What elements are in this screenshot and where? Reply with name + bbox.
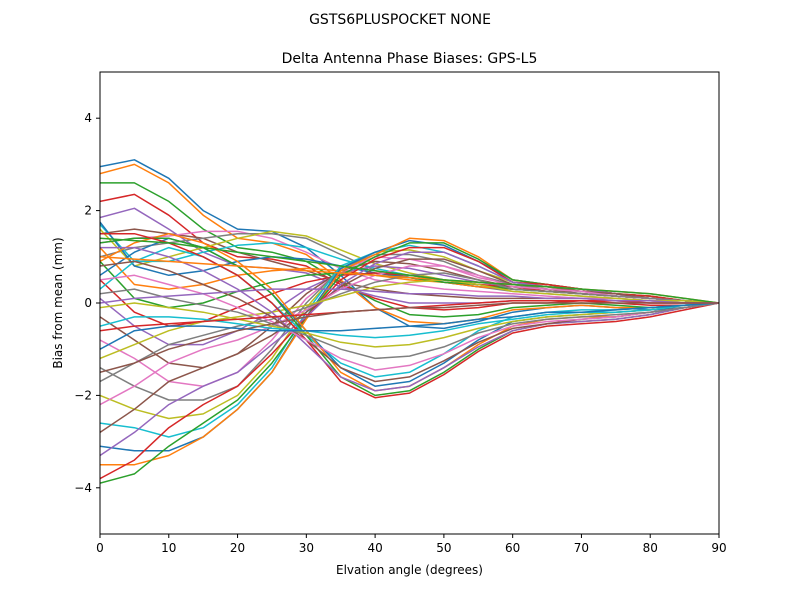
series-line-46 [100, 302, 719, 374]
series-line-43 [100, 237, 719, 304]
x-tick-label: 30 [299, 541, 314, 555]
y-tick-label: 0 [84, 296, 92, 310]
plot-area [100, 159, 719, 484]
x-tick-label: 40 [367, 541, 382, 555]
x-tick-label: 50 [436, 541, 451, 555]
x-tick-label: 70 [574, 541, 589, 555]
series-line-2 [100, 163, 719, 325]
x-tick-label: 20 [230, 541, 245, 555]
y-tick-label: −4 [74, 481, 92, 495]
axes-title: Delta Antenna Phase Biases: GPS-L5 [282, 51, 538, 67]
y-tick-label: 2 [84, 204, 92, 218]
x-tick-label: 10 [161, 541, 176, 555]
x-tick-label: 80 [643, 541, 658, 555]
series-line-40 [100, 302, 719, 339]
series-line-45 [100, 288, 719, 304]
x-axis: 0 10 20 30 40 50 60 70 80 90 [96, 534, 727, 555]
figure-suptitle: GSTS6PLUSPOCKET NONE [309, 12, 491, 28]
y-tick-label: 4 [84, 111, 92, 125]
series-line-26 [100, 258, 719, 434]
y-axis: −4 −2 0 2 4 [74, 111, 100, 495]
series-line-41 [100, 302, 719, 350]
y-axis-label: Bias from mean (mm) [51, 237, 65, 368]
series-line-35 [100, 246, 719, 392]
y-tick-label: −2 [74, 388, 92, 402]
x-tick-label: 90 [711, 541, 726, 555]
series-line-38 [100, 288, 719, 360]
x-tick-label: 60 [505, 541, 520, 555]
x-tick-label: 0 [96, 541, 104, 555]
series-line-3 [100, 182, 719, 318]
x-axis-label: Elvation angle (degrees) [336, 563, 483, 577]
series-line-34 [100, 232, 719, 399]
